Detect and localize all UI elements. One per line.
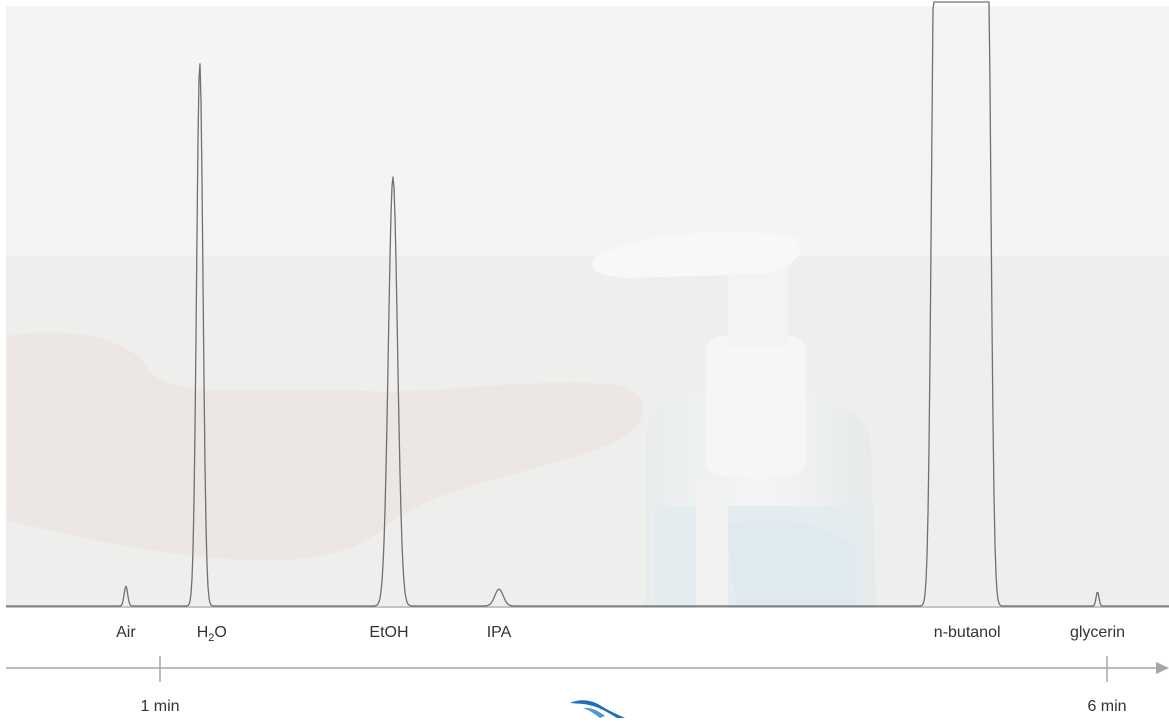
peak-label-air: Air xyxy=(116,624,136,641)
peak-label-n-butanol: n-butanol xyxy=(933,624,1001,641)
peak-label-h2o: H2O xyxy=(196,624,227,645)
time-axis-arrow xyxy=(1156,662,1169,674)
x-tick-label-1-min: 1 min xyxy=(140,698,180,715)
x-tick-label-6-min: 6 min xyxy=(1087,698,1127,715)
background-photo xyxy=(6,6,1169,608)
peak-label-ipa: IPA xyxy=(486,624,512,641)
hand-sanitizer-photo xyxy=(6,6,1169,608)
company-logo xyxy=(567,697,627,718)
peak-label-glycerin: glycerin xyxy=(1069,624,1126,641)
peak-label-etoh: EtOH xyxy=(369,624,409,641)
chromatogram-trace xyxy=(6,1,1169,607)
